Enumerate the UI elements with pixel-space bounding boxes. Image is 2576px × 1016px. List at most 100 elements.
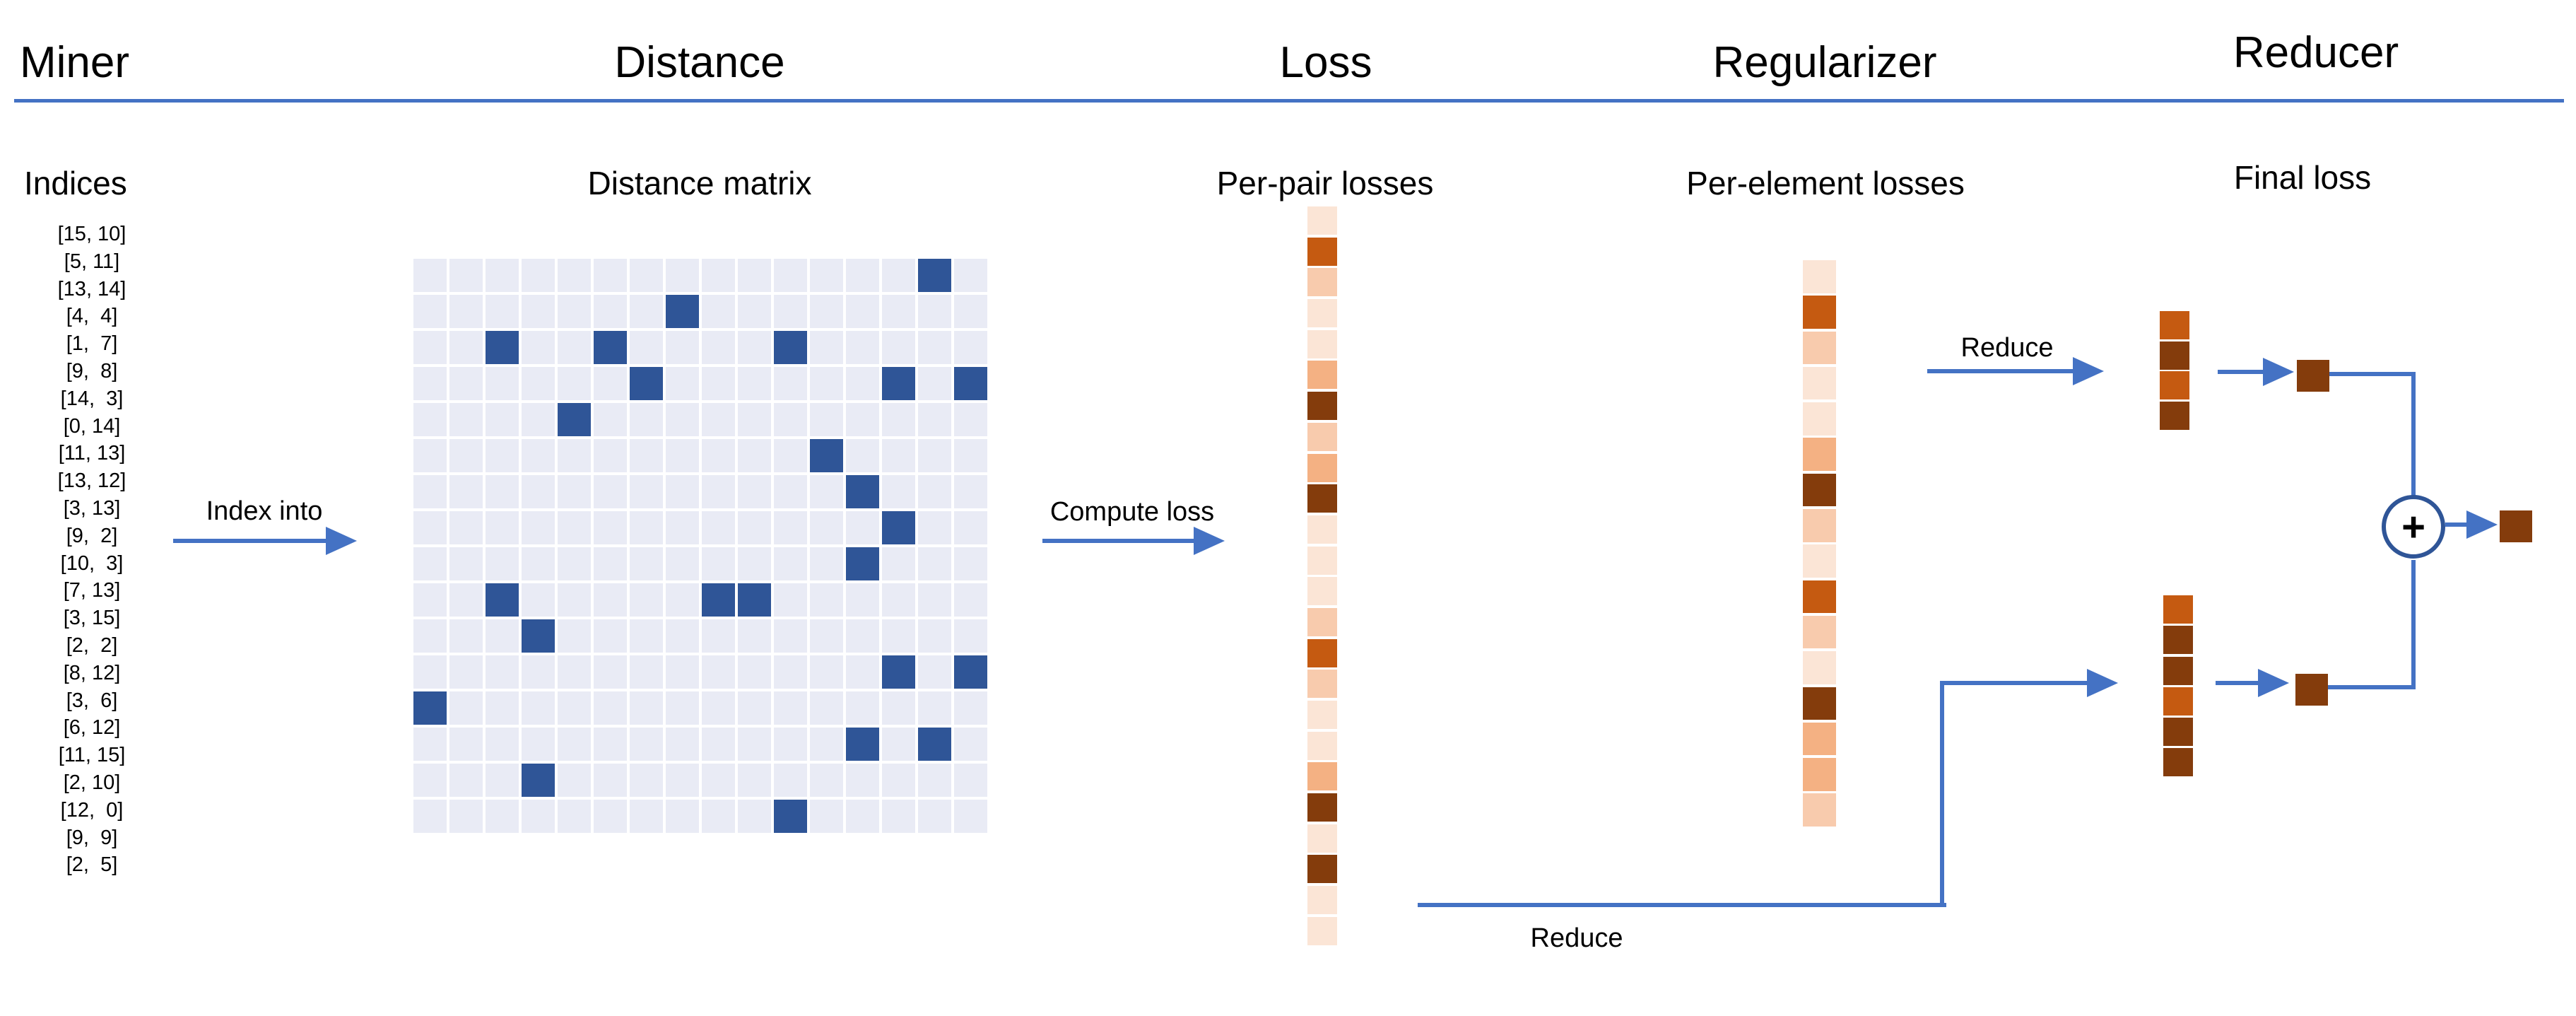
matrix-cell xyxy=(522,583,555,617)
matrix-cell xyxy=(738,403,771,436)
matrix-cell xyxy=(774,295,807,328)
reduce-bottom-vertical-line xyxy=(1940,681,1944,907)
matrix-cell-highlighted xyxy=(918,728,951,761)
matrix-cell xyxy=(810,547,843,580)
matrix-cell xyxy=(738,764,771,797)
per-pair-loss-cell xyxy=(1307,206,1337,235)
matrix-cell xyxy=(702,295,735,328)
matrix-cell xyxy=(666,367,699,400)
matrix-cell xyxy=(774,655,807,689)
matrix-cell-highlighted xyxy=(522,619,555,653)
matrix-cell xyxy=(522,547,555,580)
per-element-loss-cell xyxy=(1803,296,1836,329)
per-pair-loss-cell xyxy=(1307,484,1337,513)
matrix-cell xyxy=(486,367,519,400)
matrix-cell xyxy=(522,403,555,436)
matrix-cell xyxy=(774,691,807,725)
matrix-cell xyxy=(918,331,951,364)
matrix-cell xyxy=(702,547,735,580)
matrix-cell xyxy=(774,367,807,400)
matrix-cell-highlighted xyxy=(810,439,843,472)
matrix-cell xyxy=(594,367,627,400)
matrix-cell xyxy=(810,367,843,400)
matrix-cell xyxy=(486,655,519,689)
matrix-cell xyxy=(954,583,987,617)
matrix-cell xyxy=(918,691,951,725)
matrix-cell xyxy=(918,367,951,400)
matrix-cell xyxy=(413,439,447,472)
matrix-cell xyxy=(630,475,663,508)
matrix-cell xyxy=(774,403,807,436)
matrix-cell xyxy=(666,331,699,364)
index-into-label: Index into xyxy=(206,496,323,526)
per-element-loss-cell xyxy=(1803,509,1836,542)
matrix-cell xyxy=(774,439,807,472)
bottom-elbow-vertical-line xyxy=(2411,560,2416,689)
matrix-cell xyxy=(666,728,699,761)
matrix-cell xyxy=(702,800,735,833)
matrix-cell xyxy=(449,331,483,364)
index-into-arrow-line xyxy=(173,539,327,543)
matrix-cell xyxy=(738,800,771,833)
matrix-cell xyxy=(846,800,879,833)
top-reduced-loss-cell xyxy=(2297,360,2329,392)
matrix-cell xyxy=(918,619,951,653)
per-pair-loss-cell xyxy=(1307,607,1337,636)
per-pair-losses-strip xyxy=(1307,206,1337,945)
matrix-cell xyxy=(810,655,843,689)
matrix-cell xyxy=(846,764,879,797)
bottom-stack-arrowhead-icon xyxy=(2258,669,2289,697)
per-pair-loss-cell xyxy=(1307,670,1337,699)
matrix-cell xyxy=(413,367,447,400)
matrix-cell xyxy=(666,475,699,508)
top-stack-arrow-line xyxy=(2218,370,2264,374)
matrix-cell-highlighted xyxy=(846,475,879,508)
matrix-cell xyxy=(882,439,915,472)
matrix-cell xyxy=(413,655,447,689)
per-pair-loss-cell xyxy=(1307,237,1337,266)
reduced-bottom-stack-cell xyxy=(2163,687,2193,716)
matrix-cell xyxy=(522,439,555,472)
per-element-loss-cell xyxy=(1803,473,1836,507)
matrix-cell xyxy=(522,259,555,292)
matrix-cell xyxy=(918,439,951,472)
matrix-cell xyxy=(449,728,483,761)
matrix-cell xyxy=(738,259,771,292)
header-regularizer: Regularizer xyxy=(1712,38,1937,87)
matrix-cell xyxy=(810,800,843,833)
matrix-cell-highlighted xyxy=(846,728,879,761)
final-arrow-line xyxy=(2445,522,2471,527)
matrix-cell-highlighted xyxy=(666,295,699,328)
matrix-cell xyxy=(846,691,879,725)
matrix-cell xyxy=(486,475,519,508)
matrix-cell xyxy=(486,547,519,580)
matrix-cell xyxy=(954,511,987,544)
matrix-cell xyxy=(522,800,555,833)
matrix-cell xyxy=(846,511,879,544)
matrix-cell xyxy=(486,691,519,725)
matrix-cell xyxy=(954,619,987,653)
matrix-cell xyxy=(738,475,771,508)
matrix-cell xyxy=(413,475,447,508)
plus-icon: + xyxy=(2401,503,2425,550)
per-element-loss-cell xyxy=(1803,331,1836,365)
matrix-cell xyxy=(522,511,555,544)
matrix-cell xyxy=(486,259,519,292)
per-pair-loss-cell xyxy=(1307,453,1337,482)
reduce-top-arrow-line xyxy=(1927,369,2074,373)
header-reducer: Reducer xyxy=(2233,28,2399,77)
matrix-cell-highlighted xyxy=(882,367,915,400)
matrix-cell xyxy=(666,800,699,833)
matrix-cell xyxy=(954,728,987,761)
matrix-cell-highlighted xyxy=(486,331,519,364)
sum-node: + xyxy=(2382,495,2445,559)
final-loss-cell xyxy=(2500,510,2532,542)
matrix-cell xyxy=(738,331,771,364)
matrix-cell xyxy=(918,403,951,436)
matrix-cell xyxy=(486,800,519,833)
matrix-cell xyxy=(882,547,915,580)
per-pair-loss-cell xyxy=(1307,268,1337,297)
matrix-cell xyxy=(774,547,807,580)
reduce-bottom-arrowhead-icon xyxy=(2087,669,2118,697)
